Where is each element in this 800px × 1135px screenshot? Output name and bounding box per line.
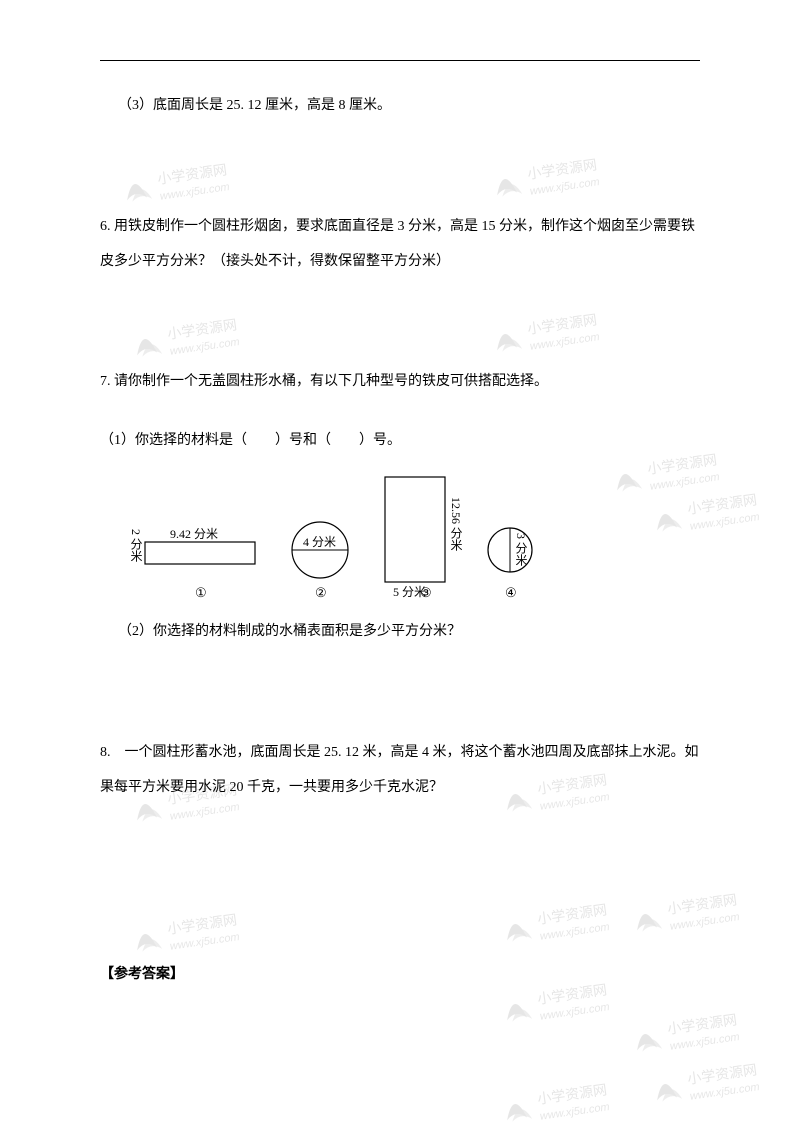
- num-4: ④: [505, 585, 517, 601]
- rect1-h-label: 2 分米: [128, 529, 145, 562]
- svg-text:www.xj5u.com: www.xj5u.com: [669, 1031, 740, 1053]
- svg-text:小学资源网: 小学资源网: [686, 1062, 758, 1088]
- svg-text:www.xj5u.com: www.xj5u.com: [539, 1101, 610, 1123]
- page-content: （3）底面周长是 25. 12 厘米，高是 8 厘米。 6. 用铁皮制作一个圆柱…: [0, 0, 800, 1023]
- q6-line1: 6. 用铁皮制作一个圆柱形烟囱，要求底面直径是 3 分米，高是 15 分米，制作…: [100, 212, 700, 243]
- num-1: ①: [195, 585, 207, 601]
- rect1-w-label: 9.42 分米: [170, 525, 218, 542]
- q7-diagram: 9.42 分米 2 分米 4 分米 12.56 分米 5 分米 3 分米 ① ②…: [110, 467, 700, 607]
- rect2-h-label: 12.56 分米: [448, 497, 465, 551]
- num-2: ②: [315, 585, 327, 601]
- q3-text: （3）底面周长是 25. 12 厘米，高是 8 厘米。: [100, 91, 700, 122]
- circ1-d-label: 4 分米: [303, 533, 336, 550]
- num-3: ③: [420, 585, 432, 601]
- q7-sub1: （1）你选择的材料是（ ）号和（ ）号。: [100, 426, 700, 457]
- q6-line2: 皮多少平方分米？（接头处不计，得数保留整平方分米）: [100, 247, 700, 278]
- answer-heading: 【参考答案】: [100, 963, 700, 983]
- watermark: 小学资源网 www.xj5u.com: [490, 1070, 670, 1130]
- q8-line1: 8. 一个圆柱形蓄水池，底面周长是 25. 12 米，高是 4 米，将这个蓄水池…: [100, 738, 700, 769]
- top-rule: [100, 60, 700, 61]
- q7-sub2: （2）你选择的材料制成的水桶表面积是多少平方分米？: [100, 617, 700, 648]
- q8-line2: 果每平方米要用水泥 20 千克，一共要用多少千克水泥？: [100, 773, 700, 804]
- q7-intro: 7. 请你制作一个无盖圆柱形水桶，有以下几种型号的铁皮可供搭配选择。: [100, 367, 700, 398]
- svg-text:小学资源网: 小学资源网: [536, 1082, 608, 1108]
- svg-text:www.xj5u.com: www.xj5u.com: [689, 1081, 760, 1103]
- watermark: 小学资源网 www.xj5u.com: [640, 1050, 800, 1110]
- circ2-d-label: 3 分米: [513, 533, 530, 566]
